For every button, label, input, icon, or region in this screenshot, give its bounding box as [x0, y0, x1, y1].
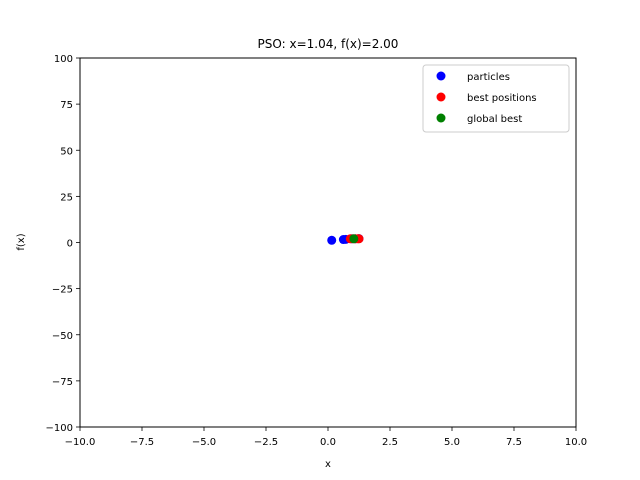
legend: particles best positions global best [422, 64, 570, 133]
legend-label-best-positions: best positions [467, 93, 537, 104]
legend-marker-best-positions [436, 92, 446, 102]
x-tick-label: −7.5 [130, 437, 154, 448]
legend-marker-particles [436, 71, 446, 81]
series-layer [327, 234, 364, 245]
y-tick-label: 50 [60, 146, 73, 157]
x-tick-label: 5.0 [444, 437, 460, 448]
chart-title: PSO: x=1.04, f(x)=2.00 [258, 37, 399, 51]
legend-label-particles: particles [467, 72, 510, 83]
legend-box [422, 64, 570, 133]
plot-frame [79, 57, 577, 428]
series-global-best [349, 234, 359, 244]
y-tick-label: −75 [52, 377, 73, 388]
y-tick-label: 25 [60, 192, 73, 203]
y-tick-label: 0 [67, 239, 73, 250]
x-tick-label: 2.5 [382, 437, 398, 448]
x-tick-label: 10.0 [565, 437, 587, 448]
x-tick-label: −2.5 [254, 437, 278, 448]
y-tick-label: 75 [60, 100, 73, 111]
y-tick-label: −50 [52, 331, 73, 342]
global-best-point [349, 234, 359, 244]
x-tick-label: −10.0 [65, 437, 96, 448]
x-axis-label: x [325, 459, 331, 470]
x-tick-label: 0.0 [320, 437, 336, 448]
y-tick-label: 100 [54, 54, 73, 65]
x-tick-label: −5.0 [192, 437, 216, 448]
legend-marker-global-best [436, 113, 446, 123]
particles-point [327, 235, 337, 245]
y-tick-label: −100 [46, 423, 73, 434]
x-axis-ticks: −10.0 −7.5 −5.0 −2.5 0.0 2.5 5.0 7.5 10.0 [65, 427, 587, 448]
legend-label-global-best: global best [467, 114, 522, 125]
y-axis-ticks: −100 −75 −50 −25 0 25 50 75 100 [46, 54, 80, 434]
x-tick-label: 7.5 [506, 437, 522, 448]
y-tick-label: −25 [52, 285, 73, 296]
y-axis-label: f(x) [16, 233, 27, 250]
